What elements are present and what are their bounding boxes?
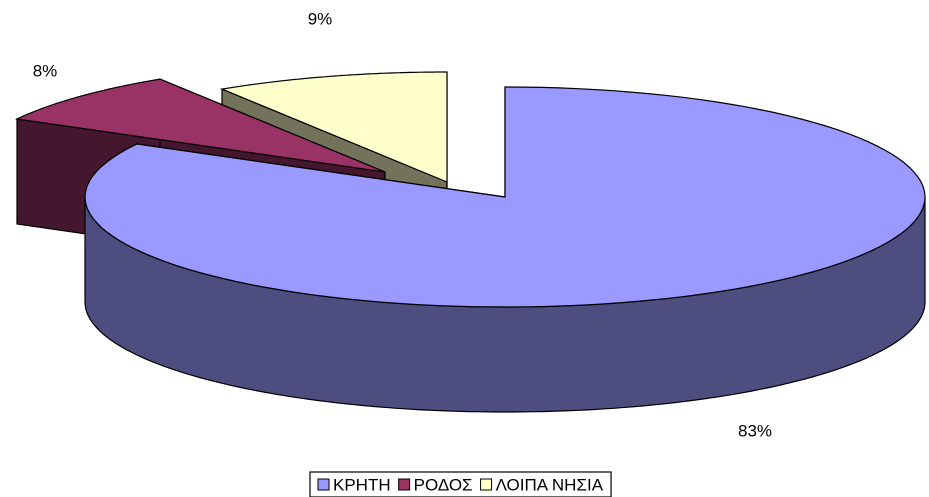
legend-swatch: [398, 478, 411, 491]
legend-label: ΚΡΗΤΗ: [333, 475, 391, 494]
data-label: 9%: [308, 9, 333, 28]
legend: ΚΡΗΤΗ ΡΟΔΟΣ ΛΟΙΠΑ ΝΗΣΙΑ: [309, 471, 612, 497]
legend-label: ΛΟΙΠΑ ΝΗΣΙΑ: [496, 475, 604, 494]
slice-top: [219, 71, 448, 183]
slice-top: [84, 86, 926, 308]
legend-swatch: [317, 478, 330, 491]
data-label: 8%: [33, 61, 58, 80]
slice: [84, 86, 926, 413]
legend-box: [309, 471, 612, 497]
slice-top: [15, 78, 386, 173]
data-label: 83%: [738, 421, 772, 440]
legend-swatch: [480, 478, 493, 491]
legend-label: ΡΟΔΟΣ: [414, 475, 473, 494]
